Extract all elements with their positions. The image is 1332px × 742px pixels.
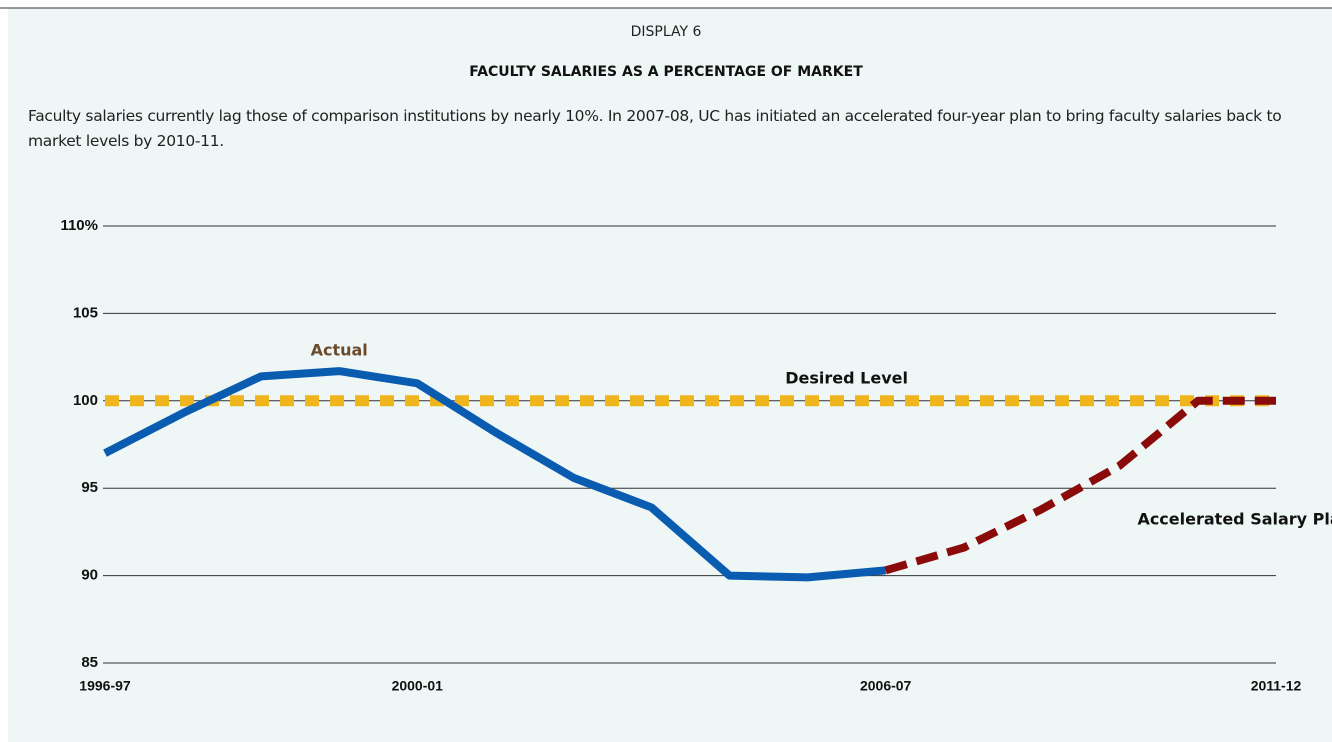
series-label: Actual [311,341,368,360]
description: Faculty salaries currently lag those of … [28,107,1282,150]
series-line [103,367,887,582]
series-label: Desired Level [785,368,908,387]
description-box: Faculty salaries currently lag those of … [28,107,1282,150]
y-tick-label: 105 [73,304,98,321]
y-tick-label: 90 [81,567,98,584]
kicker: DISPLAY 6 [631,24,702,40]
y-tick-label: 100 [73,392,98,409]
x-tick-label: 1996-97 [79,678,131,694]
x-tick-label: 2006-07 [860,678,912,694]
y-tick-label: 95 [81,479,98,496]
background [8,8,1332,742]
x-tick-label: 2000-01 [392,678,444,694]
y-tick-label: 110% [60,217,98,234]
y-tick-label: 85 [81,654,98,671]
series-label: Accelerated Salary Plan [1137,510,1332,529]
chart-title: FACULTY SALARIES AS A PERCENTAGE OF MARK… [469,64,863,80]
x-tick-label: 2011-12 [1251,678,1302,694]
series-line [884,396,1276,575]
